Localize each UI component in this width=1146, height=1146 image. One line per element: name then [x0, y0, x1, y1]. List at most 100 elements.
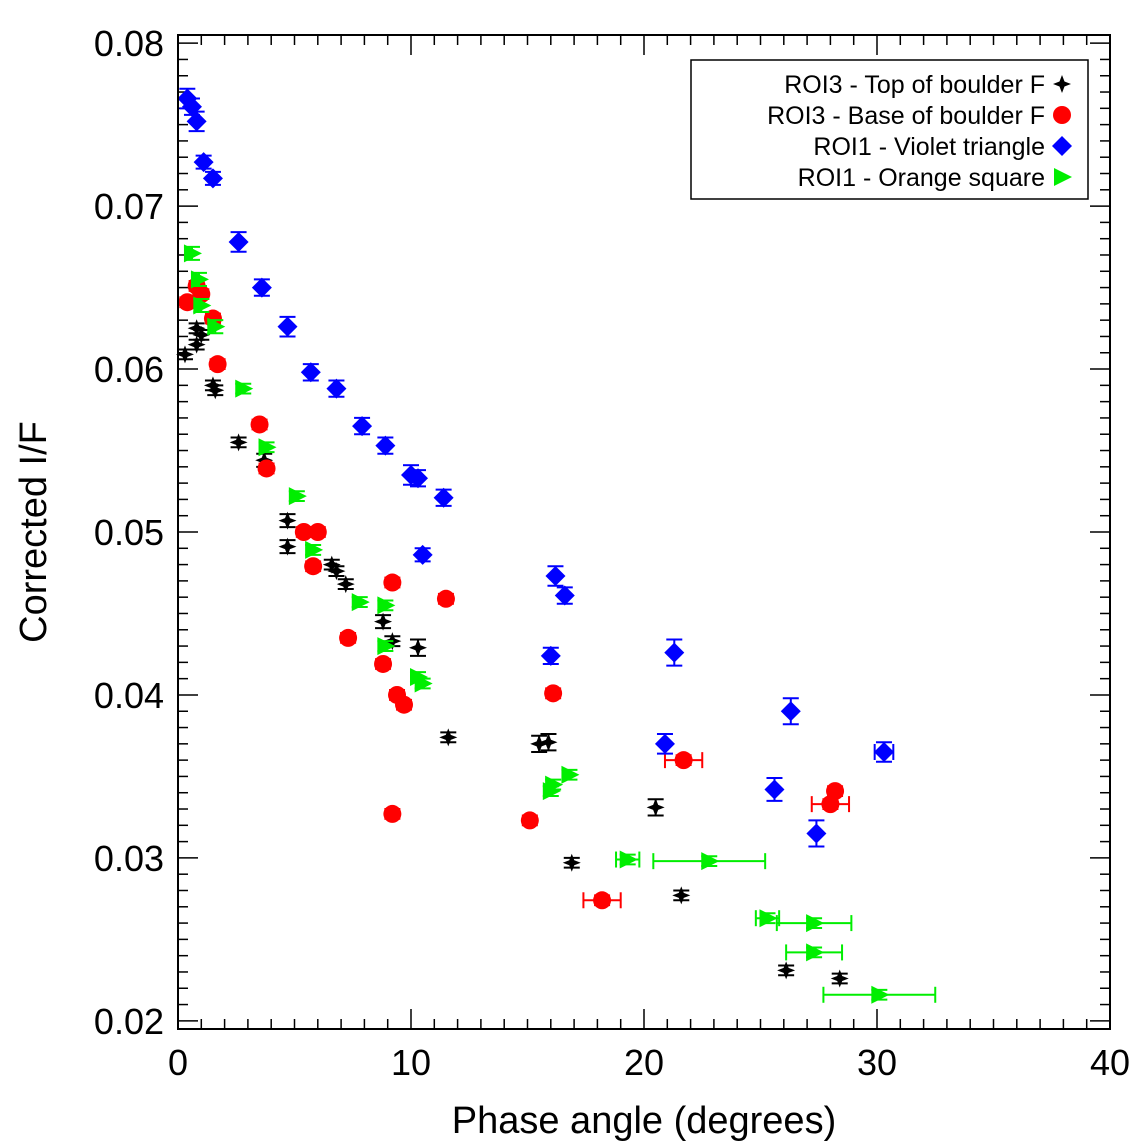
data-point [806, 823, 827, 844]
series-3 [177, 87, 895, 848]
data-point [258, 438, 277, 457]
data-point [375, 435, 396, 456]
legend-marker-2 [1053, 106, 1071, 124]
data-point [414, 674, 433, 693]
legend-label-roi1-orange: ROI1 - Orange square [798, 164, 1045, 192]
data-point [183, 244, 202, 263]
x-tick-label: 20 [624, 1042, 664, 1083]
data-point [539, 733, 558, 752]
data-point [545, 565, 566, 586]
legend-box [690, 59, 1089, 200]
data-point [322, 555, 341, 574]
y-tick-label: 0.04 [94, 675, 164, 716]
data-point [554, 585, 575, 606]
y-tick-label: 0.06 [94, 349, 164, 390]
legend-markers [1052, 75, 1072, 186]
y-tick-label: 0.05 [94, 512, 164, 553]
data-point [830, 969, 849, 988]
legend-marker-3 [1052, 136, 1072, 156]
data-point [288, 487, 307, 506]
data-point [193, 152, 214, 173]
data-point [826, 782, 845, 801]
data-point [873, 741, 894, 762]
data-point [208, 355, 227, 374]
data-point [764, 779, 785, 800]
data-point [300, 362, 321, 383]
data-point [206, 381, 225, 400]
data-point [193, 296, 212, 315]
legend-marker-4 [1054, 168, 1072, 186]
y-axis-title: Corrected I/F [13, 421, 55, 643]
data-point [250, 415, 269, 434]
data-point [383, 804, 402, 823]
data-point [308, 523, 327, 541]
series-4 [183, 244, 937, 1004]
data-point [339, 628, 358, 647]
data-point [777, 961, 796, 980]
data-point [202, 168, 223, 189]
data-point [562, 853, 581, 872]
data-point [377, 637, 396, 656]
data-point [520, 811, 539, 830]
y-tick-label: 0.07 [94, 186, 164, 227]
data-point [336, 575, 355, 594]
data-point [436, 589, 455, 608]
data-point [646, 798, 665, 817]
data-point [561, 765, 580, 784]
data-point [433, 487, 454, 508]
legend-marker-1 [1053, 75, 1071, 93]
data-point [229, 433, 248, 452]
data-point [187, 335, 206, 354]
data-point [277, 316, 298, 337]
data-point [806, 914, 825, 933]
data-point [178, 293, 197, 312]
data-point [674, 751, 693, 770]
data-point [540, 645, 561, 666]
data-point [278, 511, 297, 530]
data-point [374, 654, 393, 673]
data-point [544, 684, 563, 703]
data-point [327, 562, 346, 581]
legend-label-roi1-violet: ROI1 - Violet triangle [813, 133, 1045, 161]
data-point [207, 317, 226, 336]
legend-label-roi3-base: ROI3 - Base of boulder F [767, 102, 1045, 130]
data-point [439, 728, 458, 747]
legend-label-roi3-top: ROI3 - Top of boulder F [784, 71, 1045, 99]
data-point [305, 540, 324, 559]
data-point [192, 325, 211, 344]
legend: ROI3 - Top of boulder F ROI3 - Base of b… [690, 59, 1089, 200]
data-point [186, 111, 207, 132]
plot-frame [177, 34, 1111, 1030]
data-point [374, 612, 393, 631]
data-point [326, 378, 347, 399]
data-point [278, 537, 297, 556]
data-point [654, 733, 675, 754]
data-point [187, 319, 206, 338]
data-point [593, 891, 612, 910]
data-point [408, 638, 427, 657]
x-axis-title: Phase angle (degrees) [452, 1100, 836, 1142]
data-point [294, 523, 313, 541]
tick-labels: 0 10 20 30 40 0.02 0.03 0.04 0.05 0.06 0.07 0.08 [94, 23, 1130, 1083]
data-point [530, 734, 549, 753]
data-point [806, 943, 825, 962]
data-point [251, 277, 272, 298]
data-point [701, 852, 720, 871]
data-point [412, 544, 433, 565]
y-tick-label: 0.02 [94, 1001, 164, 1042]
data-point [175, 345, 194, 364]
x-tick-label: 10 [391, 1042, 431, 1083]
data-point [257, 459, 276, 478]
data-point [672, 886, 691, 905]
data-point [377, 596, 396, 615]
series-1 [175, 319, 849, 988]
data-point [871, 985, 890, 1004]
x-tick-label: 30 [857, 1042, 897, 1083]
data-point [664, 642, 685, 663]
data-point [619, 850, 638, 869]
data-point [304, 557, 323, 576]
y-tick-label: 0.03 [94, 838, 164, 879]
data-point [383, 573, 402, 592]
data-layer [175, 87, 937, 1004]
